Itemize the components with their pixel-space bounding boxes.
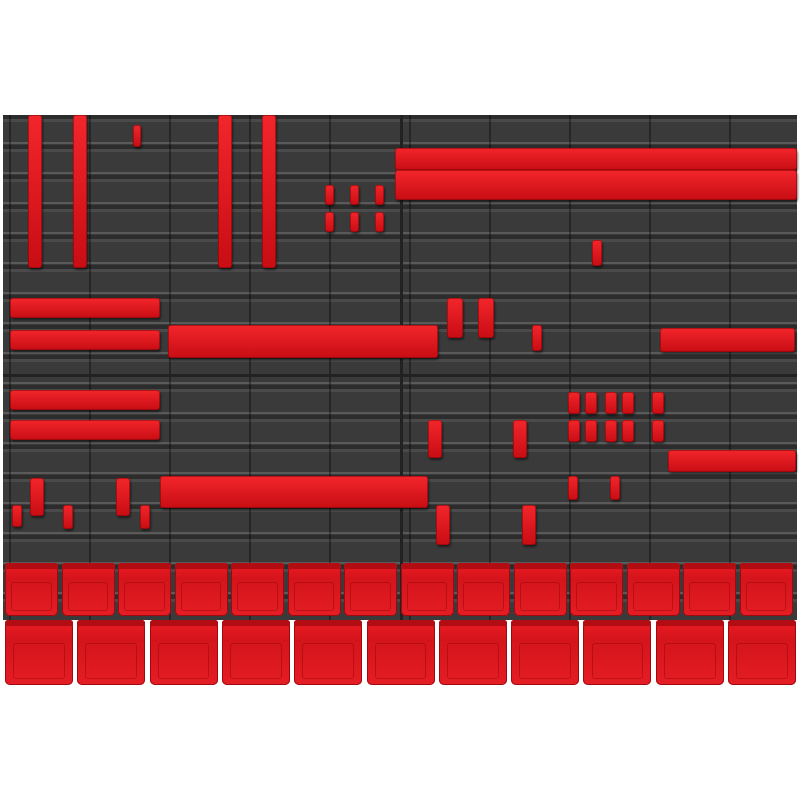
large-storage-bin (438, 620, 507, 685)
large-storage-bin (5, 620, 73, 685)
hook (568, 476, 578, 500)
small-storage-bin (739, 563, 793, 616)
hook (350, 185, 359, 205)
large-storage-bin (583, 620, 652, 685)
hook (532, 325, 542, 351)
tool-holder-rail (10, 390, 160, 410)
large-storage-bin (728, 620, 796, 685)
tool-holder-rail (10, 298, 160, 318)
hook (116, 478, 130, 516)
shelf-tray (395, 170, 797, 200)
hook (622, 420, 634, 442)
tool-holder-rail (10, 330, 160, 350)
panel-seam-vertical (400, 115, 403, 620)
shelf-tray (160, 476, 428, 508)
hook (610, 476, 620, 500)
hook (30, 478, 44, 516)
small-storage-bin (5, 563, 58, 616)
hook (12, 505, 22, 527)
hook (522, 505, 536, 545)
hook (585, 420, 597, 442)
tool-holder-rail (668, 450, 796, 472)
small-storage-bin (118, 563, 171, 616)
tool-holder-rail (660, 328, 795, 352)
hook (585, 392, 597, 414)
small-storage-bin (174, 563, 228, 616)
small-storage-bin (287, 563, 341, 616)
large-storage-bin (221, 620, 290, 685)
small-storage-bin (457, 563, 510, 616)
shelf-tray (168, 325, 438, 358)
small-storage-bin (570, 563, 623, 616)
hook (652, 392, 664, 414)
small-storage-bin (344, 563, 397, 616)
vertical-tool-holder (218, 115, 232, 268)
vertical-tool-holder (73, 115, 87, 268)
tool-holder-rail (395, 148, 797, 170)
hook (140, 505, 150, 529)
large-storage-bin (294, 620, 363, 685)
large-storage-bin (655, 620, 724, 685)
large-storage-bin (149, 620, 218, 685)
hook (605, 420, 617, 442)
large-storage-bin (366, 620, 435, 685)
hook (428, 420, 442, 458)
hook (447, 298, 463, 338)
small-storage-bin (231, 563, 284, 616)
hook (350, 212, 359, 232)
hook (133, 125, 141, 147)
hook (375, 212, 384, 232)
hook (605, 392, 617, 414)
hook (568, 420, 580, 442)
hook (652, 420, 664, 442)
hook (375, 185, 384, 205)
small-storage-bin (683, 563, 736, 616)
small-storage-bin (400, 563, 454, 616)
vertical-tool-holder (28, 115, 42, 268)
hook (513, 420, 527, 458)
panel-seam-horizontal (3, 374, 797, 377)
hook (325, 185, 334, 205)
vertical-tool-holder (262, 115, 276, 268)
large-storage-bin (77, 620, 146, 685)
hook (478, 298, 494, 338)
tool-holder-rail (10, 420, 160, 440)
hook (63, 505, 73, 529)
hook (436, 505, 450, 545)
small-storage-bin (61, 563, 115, 616)
hook (622, 392, 634, 414)
small-storage-bin (513, 563, 567, 616)
hook (325, 212, 334, 232)
large-storage-bin (511, 620, 580, 685)
hook (568, 392, 580, 414)
hook (592, 240, 602, 266)
small-storage-bin (626, 563, 680, 616)
